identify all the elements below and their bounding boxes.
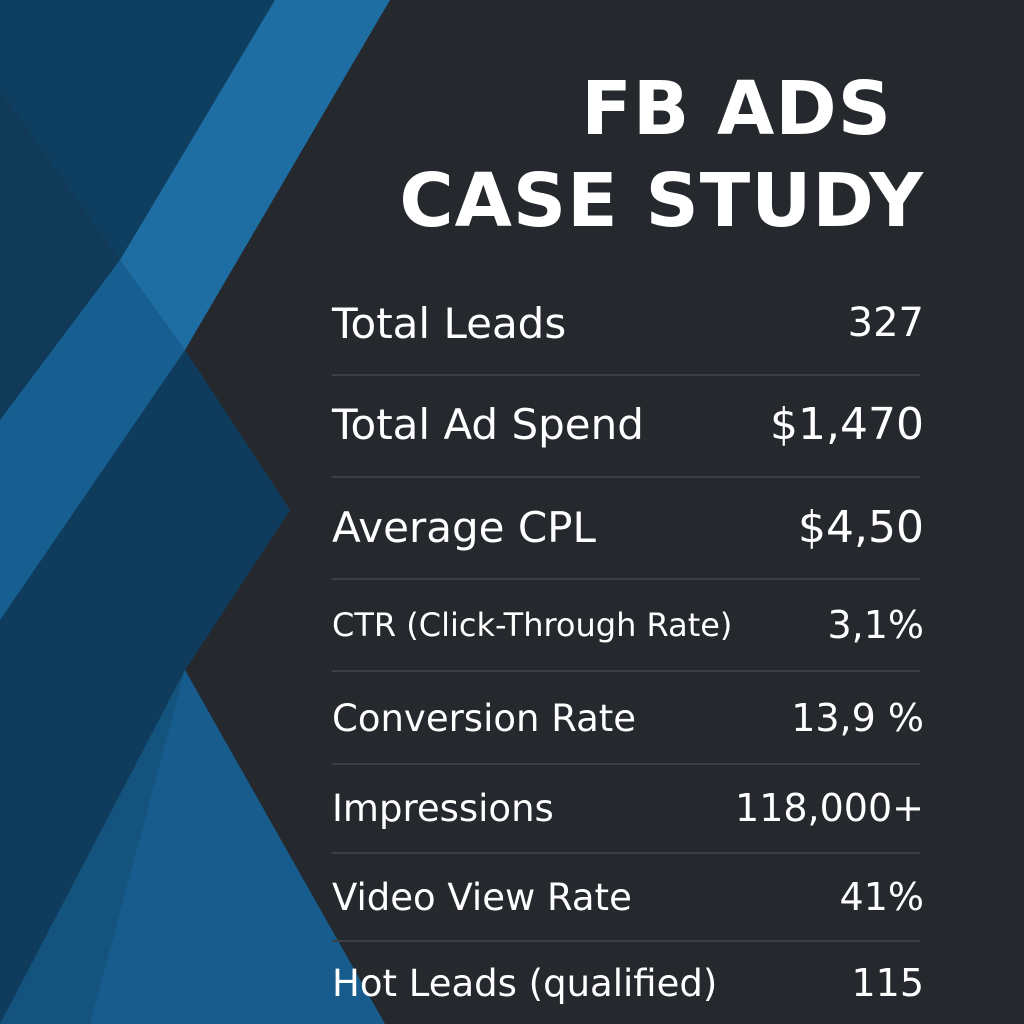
stat-value: 118,000+ — [735, 786, 924, 830]
title-line: FB ADS — [581, 66, 892, 152]
divider — [332, 578, 920, 580]
stat-row: CTR (Click-Through Rate) 3,1% — [332, 595, 924, 655]
stat-value: 3,1% — [827, 603, 924, 647]
title-line: CASE STUDY — [399, 158, 924, 244]
stat-label: CTR (Click-Through Rate) — [332, 606, 733, 644]
divider — [332, 374, 920, 376]
divider — [332, 940, 920, 942]
divider — [332, 670, 920, 672]
stat-row: Impressions 118,000+ — [332, 778, 924, 838]
stat-label: Total Ad Spend — [332, 399, 644, 449]
stat-value: 115 — [851, 961, 924, 1005]
stat-label: Total Leads — [332, 298, 567, 348]
divider — [332, 852, 920, 854]
stat-label: Average CPL — [332, 502, 596, 552]
stat-row: Hot Leads (qualified) 115 — [332, 953, 924, 1013]
stat-row: Total Ad Spend $1,470 — [332, 394, 924, 454]
stat-row: Total Leads 327 — [332, 293, 924, 353]
stat-value: 41% — [839, 875, 924, 919]
stat-row: Average CPL $4,50 — [332, 497, 924, 557]
stat-label: Hot Leads (qualified) — [332, 961, 718, 1005]
stat-value: $1,470 — [770, 398, 924, 450]
stat-label: Video View Rate — [332, 875, 632, 919]
stat-value: 327 — [847, 300, 924, 346]
stat-label: Conversion Rate — [332, 696, 637, 740]
stat-label: Impressions — [332, 786, 554, 830]
divider — [332, 763, 920, 765]
stat-row: Video View Rate 41% — [332, 867, 924, 927]
stat-value: $4,50 — [798, 501, 924, 553]
divider — [332, 476, 920, 478]
stat-row: Conversion Rate 13,9 % — [332, 688, 924, 748]
stat-value: 13,9 % — [791, 696, 924, 740]
